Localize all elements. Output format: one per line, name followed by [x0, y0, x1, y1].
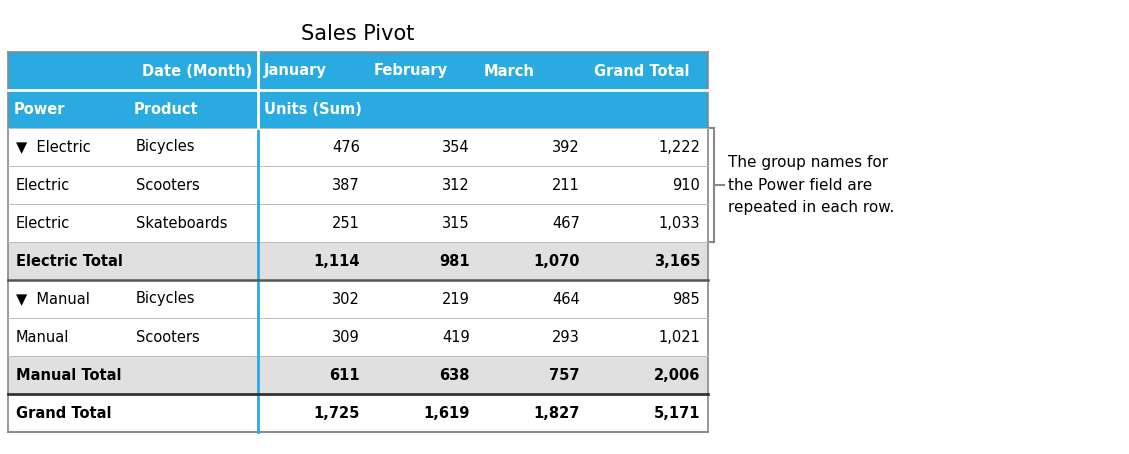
Text: January: January [264, 64, 327, 79]
Text: Grand Total: Grand Total [594, 64, 690, 79]
Text: 910: 910 [672, 178, 700, 192]
Text: Skateboards: Skateboards [135, 216, 228, 231]
Bar [128, 52, 259, 90]
Text: ▼  Manual: ▼ Manual [16, 291, 90, 306]
Text: Manual: Manual [16, 330, 69, 345]
Text: Electric: Electric [16, 178, 70, 192]
Text: 387: 387 [332, 178, 360, 192]
Text: 1,725: 1,725 [314, 405, 360, 420]
Text: 3,165: 3,165 [654, 253, 700, 268]
Bar [259, 52, 368, 90]
Text: Bicycles: Bicycles [135, 291, 195, 306]
Text: 309: 309 [332, 330, 360, 345]
Bar [8, 394, 708, 432]
Text: 1,033: 1,033 [658, 216, 700, 231]
Text: 638: 638 [439, 367, 470, 383]
Bar [478, 52, 588, 90]
Text: Manual Total: Manual Total [16, 367, 122, 383]
Text: 219: 219 [443, 291, 470, 306]
Text: 354: 354 [443, 139, 470, 154]
Bar [128, 90, 259, 128]
Text: 1,222: 1,222 [658, 139, 700, 154]
Text: 419: 419 [443, 330, 470, 345]
Text: Electric: Electric [16, 216, 70, 231]
Text: Units (Sum): Units (Sum) [264, 102, 362, 117]
Text: 467: 467 [552, 216, 580, 231]
Text: ▼  Electric: ▼ Electric [16, 139, 90, 154]
Text: 302: 302 [332, 291, 360, 306]
Bar [8, 204, 708, 242]
Bar [368, 52, 478, 90]
Text: 312: 312 [443, 178, 470, 192]
Text: Date (Month): Date (Month) [142, 64, 252, 79]
Text: Sales Pivot: Sales Pivot [301, 24, 414, 44]
Text: 2,006: 2,006 [654, 367, 700, 383]
Bar [588, 90, 708, 128]
Text: The group names for
the Power field are
repeated in each row.: The group names for the Power field are … [728, 155, 894, 215]
Text: Bicycles: Bicycles [135, 139, 195, 154]
Bar [8, 356, 708, 394]
Text: February: February [374, 64, 448, 79]
Text: Scooters: Scooters [135, 330, 200, 345]
Text: 611: 611 [330, 367, 360, 383]
Text: March: March [484, 64, 535, 79]
Text: 315: 315 [443, 216, 470, 231]
Text: 985: 985 [672, 291, 700, 306]
Text: 1,070: 1,070 [534, 253, 580, 268]
Bar [8, 242, 708, 280]
Bar [8, 318, 708, 356]
Bar [8, 128, 708, 166]
Bar [259, 90, 368, 128]
Bar [588, 52, 708, 90]
Bar [8, 90, 128, 128]
Text: 464: 464 [552, 291, 580, 306]
Bar [8, 52, 128, 90]
Bar [368, 90, 478, 128]
Text: 1,021: 1,021 [658, 330, 700, 345]
Text: 293: 293 [552, 330, 580, 345]
Text: Grand Total: Grand Total [16, 405, 112, 420]
Text: 5,171: 5,171 [654, 405, 700, 420]
Text: 211: 211 [552, 178, 580, 192]
Text: 251: 251 [332, 216, 360, 231]
Text: 392: 392 [552, 139, 580, 154]
Text: Product: Product [134, 102, 199, 117]
Text: 981: 981 [439, 253, 470, 268]
Text: 1,114: 1,114 [314, 253, 360, 268]
Text: Power: Power [14, 102, 65, 117]
Text: Electric Total: Electric Total [16, 253, 123, 268]
Bar [8, 166, 708, 204]
Text: 1,827: 1,827 [534, 405, 580, 420]
Text: 757: 757 [550, 367, 580, 383]
Text: 1,619: 1,619 [423, 405, 470, 420]
Bar [478, 90, 588, 128]
Text: 476: 476 [332, 139, 360, 154]
Text: Scooters: Scooters [135, 178, 200, 192]
Bar [8, 280, 708, 318]
